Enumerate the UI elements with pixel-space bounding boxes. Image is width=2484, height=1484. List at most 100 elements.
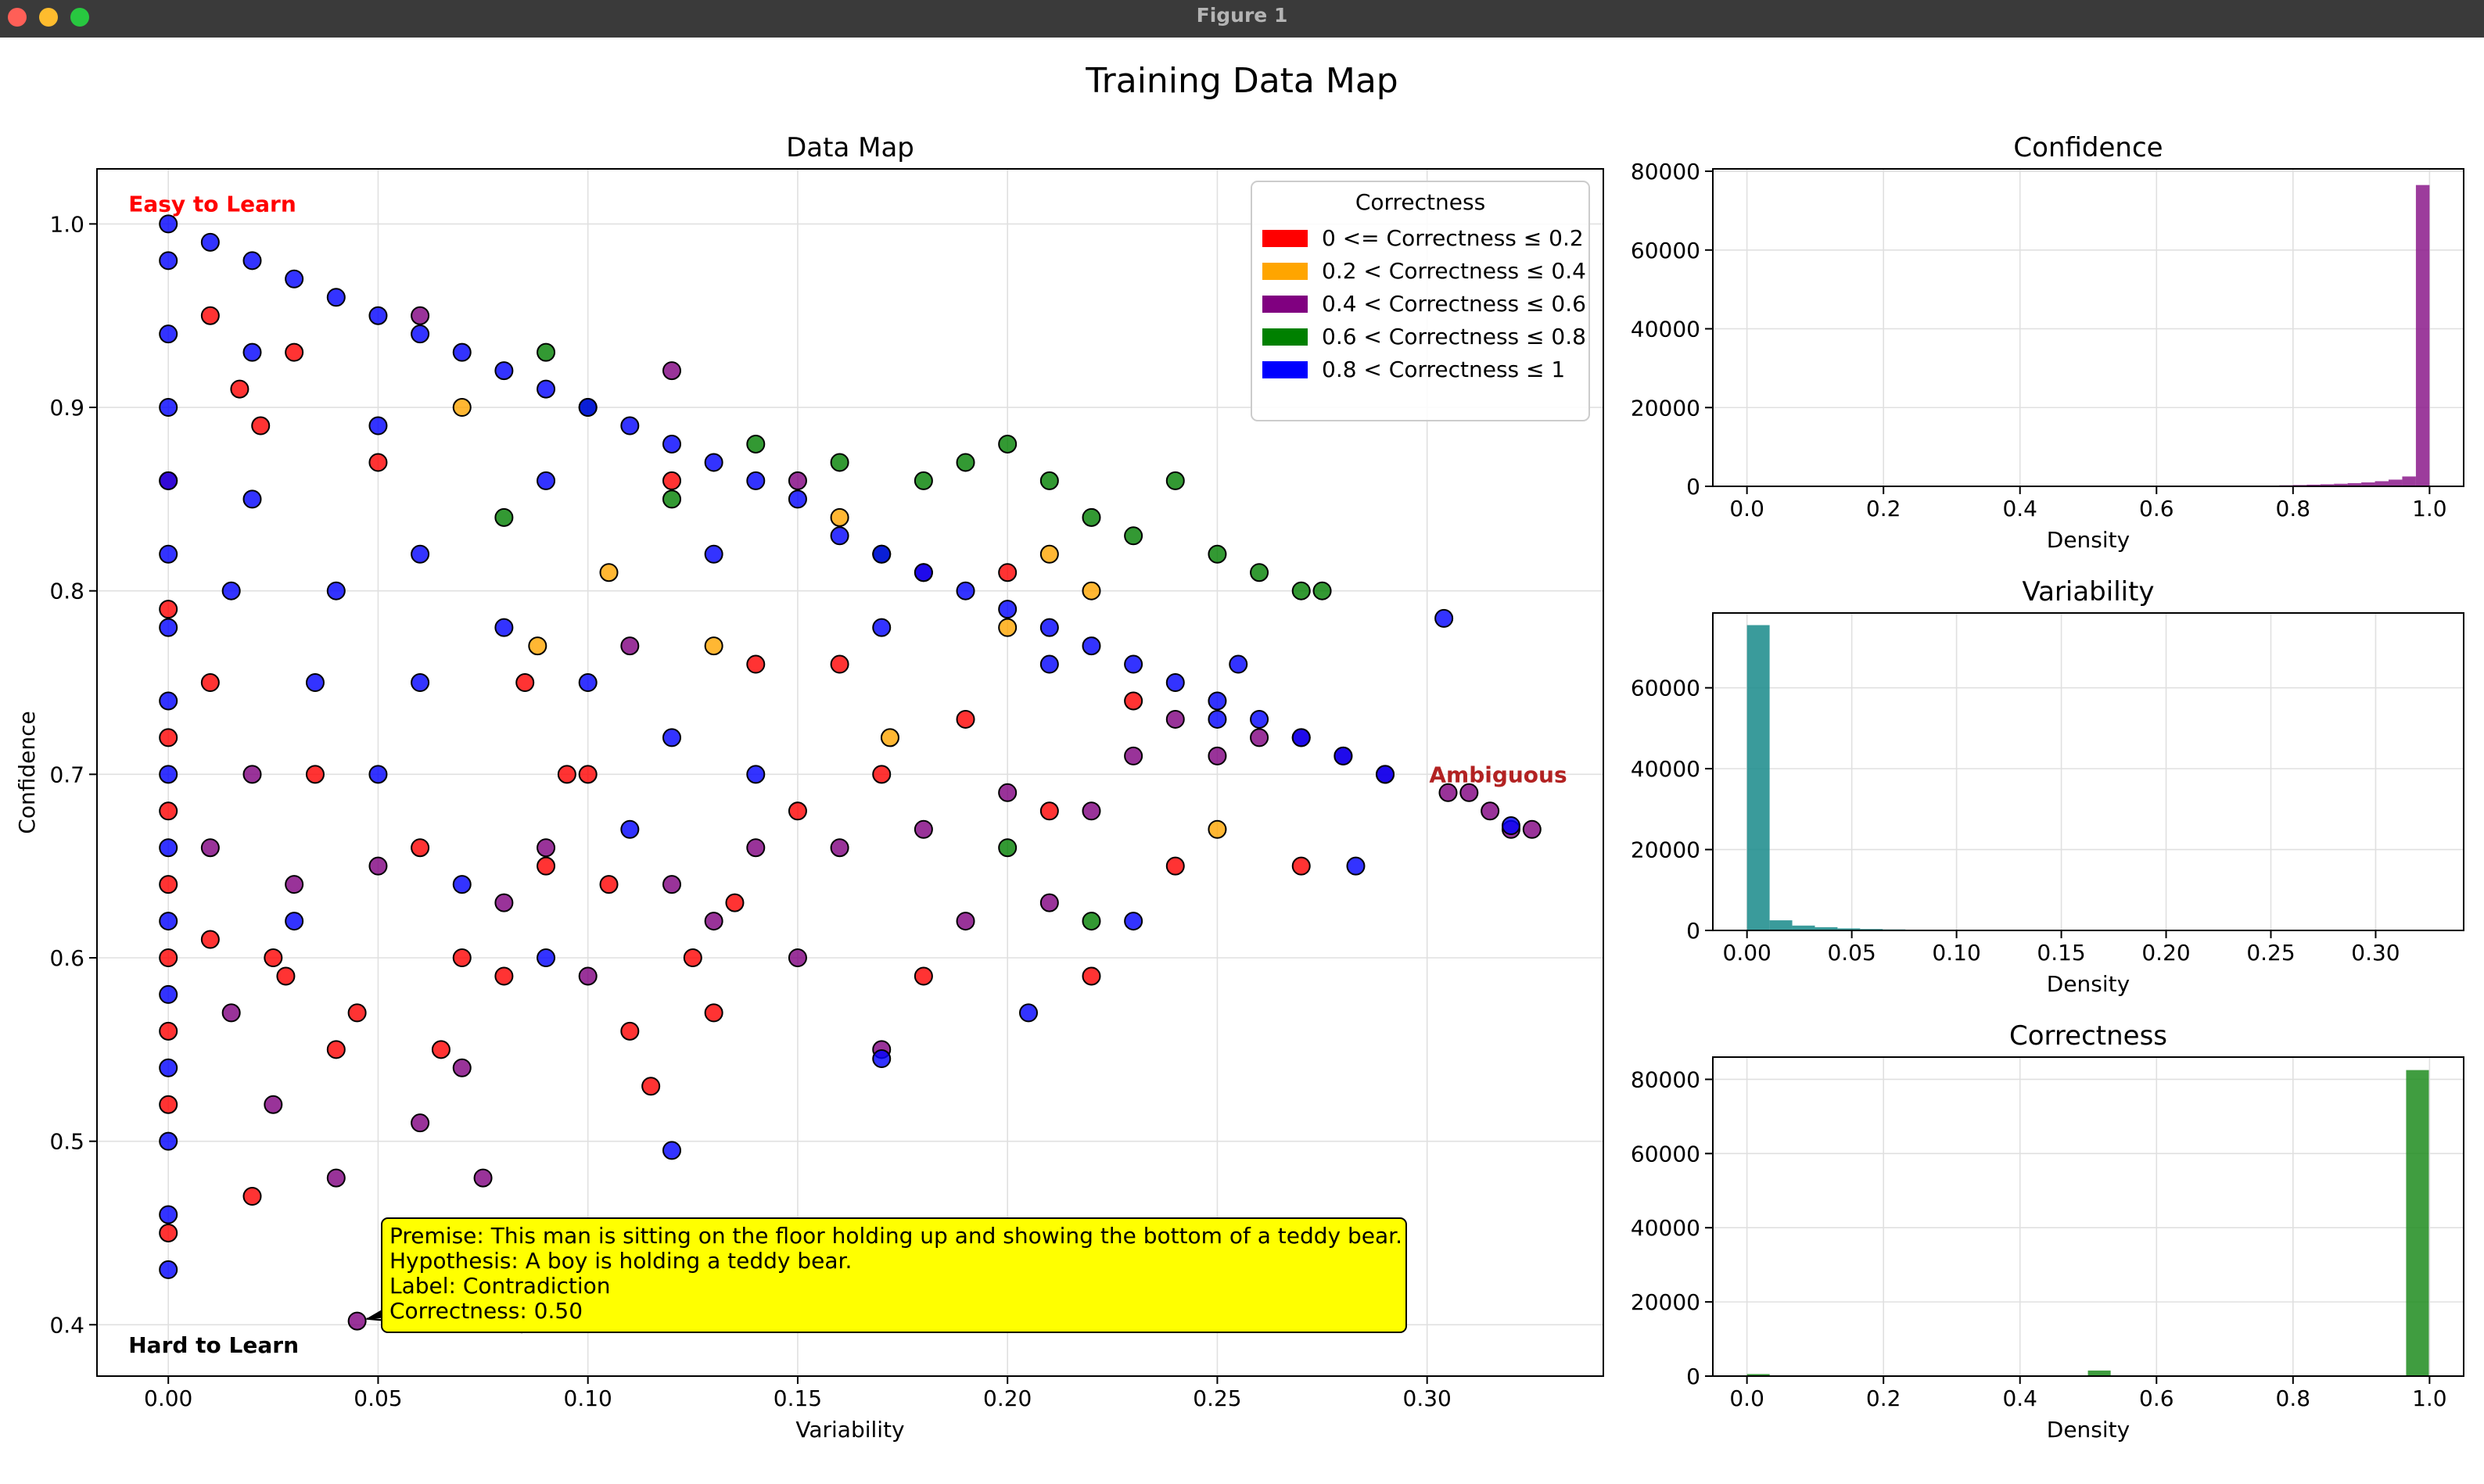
scatter-point <box>537 856 556 876</box>
scatter-point <box>956 453 975 472</box>
legend-label: 0.6 < Correctness ≤ 0.8 <box>1322 324 1586 349</box>
scatter-point <box>326 1040 346 1059</box>
y-tick-label: 0 <box>1686 918 1700 944</box>
legend-title: Correctness <box>1355 189 1485 215</box>
scatter-point <box>1039 618 1059 637</box>
scatter-point <box>1082 912 1101 931</box>
scatter-point <box>537 342 556 362</box>
scatter-point <box>242 251 262 271</box>
axes-frame <box>96 168 1604 1377</box>
scatter-point <box>956 581 975 600</box>
y-tick-label: 20000 <box>1631 1289 1700 1315</box>
y-tick-label: 0.6 <box>49 945 84 971</box>
minimize-window-button[interactable] <box>39 8 58 27</box>
scatter-point <box>1229 654 1248 674</box>
x-tick-label: 0.0 <box>1729 496 1764 522</box>
scatter-point <box>159 838 178 858</box>
scatter-point <box>159 1205 178 1224</box>
scatter-point <box>537 948 556 967</box>
scatter-point <box>159 618 178 637</box>
scatter-point <box>662 875 681 894</box>
chart-scatter: 0.00 0.05 0.10 0.15 0.20 0.25 0.30 0.4 0.5 0.6 0.7… <box>14 132 1604 1443</box>
close-window-button[interactable] <box>8 8 27 27</box>
chart-title: Confidence <box>2013 132 2163 163</box>
scatter-point <box>1124 746 1143 765</box>
histogram-bar <box>1746 625 1770 930</box>
scatter-point <box>537 838 556 858</box>
scatter-point <box>1124 654 1143 674</box>
scatter-point <box>830 838 849 858</box>
scatter-point <box>452 342 472 362</box>
scatter-point <box>537 471 556 490</box>
scatter-point <box>200 673 220 693</box>
scatter-point <box>1208 691 1227 711</box>
scatter-point <box>159 801 178 821</box>
y-tick-label: 1.0 <box>49 211 84 237</box>
x-tick-label: 0.6 <box>2139 1385 2174 1411</box>
scatter-point <box>1124 912 1143 931</box>
y-tick-label: 20000 <box>1631 837 1700 863</box>
scatter-point <box>746 471 766 490</box>
y-tick-label: 60000 <box>1631 1141 1700 1167</box>
scatter-point <box>515 673 535 693</box>
region-label: Hard to Learn <box>128 1332 299 1358</box>
x-tick-label: 0.05 <box>354 1385 402 1411</box>
scatter-point <box>1124 691 1143 711</box>
scatter-point <box>998 434 1018 453</box>
scatter-point <box>1039 893 1059 912</box>
scatter-point <box>914 966 933 986</box>
scatter-point <box>411 306 430 325</box>
x-tick-label: 0.25 <box>2246 940 2295 966</box>
scatter-point <box>1291 581 1311 600</box>
x-axis-label: Density <box>2047 971 2130 997</box>
scatter-point <box>956 912 975 931</box>
plot-area <box>1713 1057 2464 1376</box>
x-tick-label: 0.00 <box>1723 940 1771 966</box>
scatter-point <box>1039 801 1059 821</box>
scatter-point <box>704 912 723 931</box>
scatter-point <box>620 1021 640 1041</box>
scatter-point <box>159 251 178 271</box>
scatter-point <box>159 984 178 1004</box>
chart-confidence: 0.0 0.2 0.4 0.6 0.8 1.0 0 20000 40000 60000 80000 C… <box>1631 132 2464 553</box>
scatter-point <box>285 269 304 289</box>
legend-label: 0 <= Correctness ≤ 0.2 <box>1322 225 1584 251</box>
x-tick-label: 0.30 <box>2351 940 2400 966</box>
histogram-bar <box>2361 482 2375 486</box>
annotation-line: Label: Contradiction <box>389 1273 611 1299</box>
scatter-point <box>159 728 178 747</box>
scatter-point <box>494 893 514 912</box>
bars <box>2019 185 2430 487</box>
scatter-point <box>1459 783 1479 802</box>
x-tick-label: 0.05 <box>1827 940 1876 966</box>
scatter-point <box>368 856 388 876</box>
scatter-point <box>1208 746 1227 765</box>
maximize-window-button[interactable] <box>70 8 89 27</box>
y-tick-label: 0 <box>1686 1364 1700 1389</box>
histogram-bar <box>2306 484 2321 486</box>
scatter-point <box>264 948 283 967</box>
scatter-point <box>1082 636 1101 656</box>
scatter-point <box>914 563 933 582</box>
legend: Correctness 0 <= Correctness ≤ 0.2 0.2 < C… <box>1251 181 1590 421</box>
chart-title: Data Map <box>786 132 914 163</box>
scatter-point <box>830 453 849 472</box>
scatter-point <box>1334 746 1353 765</box>
scatter-point <box>872 1049 892 1069</box>
histogram-bar <box>2320 484 2335 486</box>
x-tick-label: 0.00 <box>144 1385 192 1411</box>
scatter-point <box>620 416 640 436</box>
chart-variability: 0.00 0.05 0.10 0.15 0.20 0.25 0.30 0 20000 40000 6… <box>1631 576 2464 997</box>
x-tick-label: 0.4 <box>2002 1385 2037 1411</box>
scatter-point <box>305 673 325 693</box>
scatter-point <box>159 324 178 344</box>
scatter-point <box>452 948 472 967</box>
scatter-point <box>1208 709 1227 729</box>
chart-title: Variability <box>2022 576 2154 608</box>
figure: Training Data Map 0.00 0.05 0.10 0.15 0.20 0.… <box>14 61 2464 1443</box>
y-tick-label: 0.5 <box>49 1129 84 1155</box>
scatter-point <box>683 948 702 967</box>
histogram-bar <box>2415 185 2430 487</box>
axes-frame <box>1712 168 2464 487</box>
scatter-point <box>704 1003 723 1023</box>
